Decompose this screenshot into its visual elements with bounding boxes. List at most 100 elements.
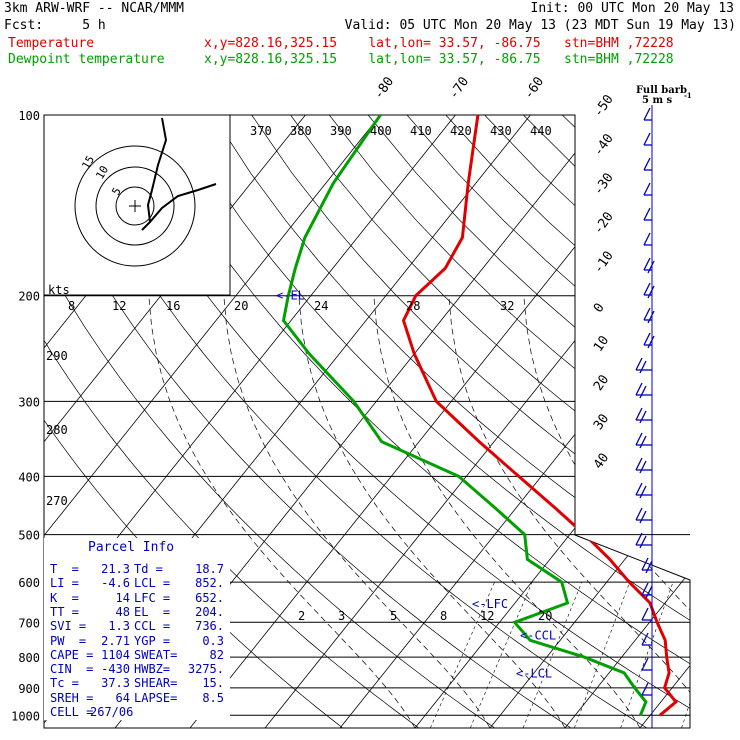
dry-adiabat-line	[290, 115, 690, 728]
parcel-key: SHEAR=	[134, 676, 178, 691]
parcel-value: 48	[115, 604, 130, 619]
wind-barb-flag	[643, 307, 651, 321]
speed-tick-label: 24	[314, 299, 328, 313]
wind-barb-key-title: Full barb	[636, 85, 687, 96]
wind-barb-flag	[643, 132, 651, 146]
hodograph-ring	[74, 145, 196, 267]
dry-adiabat-line	[251, 115, 690, 728]
parcel-value: 82	[209, 647, 224, 662]
parcel-key: T =	[50, 562, 79, 576]
pressure-tick-label: 1000	[11, 709, 40, 723]
moist-adiabat-line	[523, 295, 690, 728]
isotherm-tick-label: 0	[591, 301, 608, 316]
isotherm-tick-label: -80	[371, 74, 397, 102]
dry-adiabat-line	[44, 115, 420, 728]
isotherm-line	[489, 115, 690, 728]
theta-tick-label: 400	[370, 124, 392, 138]
dry-adiabat-line	[44, 115, 572, 728]
dewpoint-profile-line	[281, 115, 648, 716]
isotherm-tick-label: 10	[591, 333, 612, 354]
wind-barb-flag	[641, 657, 649, 671]
pressure-tick-label: 600	[18, 576, 40, 590]
wind-barb-flag	[639, 535, 647, 549]
mixing-ratio-line	[574, 582, 631, 728]
parcel-info-panel	[44, 538, 230, 720]
dry-adiabat-line	[600, 115, 690, 728]
mixing-ratio-tick-label: 2	[298, 609, 305, 623]
pressure-tick-label: 100	[18, 109, 40, 123]
pressure-tick-label: 700	[18, 616, 40, 630]
isotherm-tick-label: 20	[591, 372, 612, 393]
moist-adiabat-line	[448, 295, 690, 728]
parcel-value: 3275.	[187, 662, 224, 677]
mixing-ratio-tick-label: 5	[390, 609, 397, 623]
wind-barb-flag	[647, 310, 655, 324]
wind-barb-flag	[643, 332, 651, 346]
dry-adiabat-line	[329, 115, 690, 728]
wind-barb-flag	[643, 257, 651, 271]
parcel-key: LAPSE=	[134, 690, 178, 705]
parcel-value: -4.6	[101, 576, 130, 591]
isotherm-tick-label: -60	[521, 74, 547, 102]
parcel-key: LI =	[50, 576, 79, 591]
theta-tick-label: 290	[46, 349, 68, 363]
model-title: 3km ARW-WRF -- NCAR/MMM	[4, 1, 185, 16]
wind-barb-flag	[645, 560, 653, 574]
dry-adiabat-line	[57, 115, 648, 728]
level-marker-ccl: <-CCL	[520, 628, 556, 642]
temperature-legend-label: Temperature	[8, 36, 95, 51]
isotherm-tick-label: 30	[591, 412, 612, 433]
wind-barb-flag	[647, 260, 655, 274]
isotherm-tick-label: -10	[591, 249, 617, 277]
isotherm-line	[44, 115, 381, 728]
dry-adiabat-line	[96, 115, 690, 728]
parcel-value: 37.3	[101, 676, 130, 691]
parcel-key: SWEAT=	[134, 647, 178, 662]
forecast-hour: Fcst: 5 h	[4, 18, 106, 33]
init-time: Init: 00 UTC Mon 20 May 13	[530, 1, 735, 16]
wind-barb-flag	[639, 410, 647, 424]
wind-barb-flag	[639, 510, 647, 524]
dry-adiabat-line	[173, 115, 690, 728]
level-marker-lfc: <-LFC	[472, 597, 508, 611]
mixing-ratio-tick-label: 3	[338, 609, 345, 623]
pressure-tick-label: 400	[18, 470, 40, 484]
wind-barb-flag	[639, 460, 647, 474]
dry-adiabat-line	[44, 115, 496, 728]
hodograph-panel	[43, 114, 231, 296]
parcel-value: 736.	[195, 619, 224, 634]
theta-tick-label: 270	[46, 494, 68, 508]
theta-tick-label: 410	[410, 124, 432, 138]
parcel-key: CIN =	[50, 662, 94, 677]
dry-adiabat-line	[678, 115, 690, 728]
isotherm-tick-label: -50	[591, 92, 617, 120]
dewpoint-legend-label: Dewpoint temperature	[8, 52, 165, 67]
plot-frame	[43, 114, 691, 729]
parcel-value: 8.5	[202, 690, 224, 705]
theta-tick-label: 380	[290, 124, 312, 138]
parcel-value: 267/06	[90, 705, 134, 719]
parcel-value: 14	[115, 590, 130, 605]
parcel-value: 204.	[195, 604, 224, 619]
isotherm-line	[715, 115, 740, 728]
wind-barb-flag	[643, 107, 651, 121]
parcel-value: 15.	[202, 676, 224, 691]
parcel-key: HWBZ=	[134, 662, 171, 677]
hodograph-units-label: kts	[48, 283, 70, 297]
parcel-value: 0.3	[202, 633, 224, 648]
isotherm-line	[264, 115, 690, 728]
speed-tick-label: 20	[234, 299, 248, 313]
wind-barb-flag	[635, 532, 643, 546]
dry-adiabat-line	[134, 115, 690, 728]
wind-barb-flag	[635, 482, 643, 496]
wind-barb-flag	[647, 285, 655, 299]
mixing-ratio-tick-label: 8	[440, 609, 447, 623]
level-marker-lcl: <-LCL	[516, 667, 552, 681]
theta-tick-label: 280	[46, 423, 68, 437]
parcel-key: Tc =	[50, 676, 79, 691]
wind-barb-flag	[641, 607, 649, 621]
wind-barb-flag	[641, 682, 649, 696]
wind-barb-flag	[635, 457, 643, 471]
mixing-ratio-line	[470, 581, 533, 728]
